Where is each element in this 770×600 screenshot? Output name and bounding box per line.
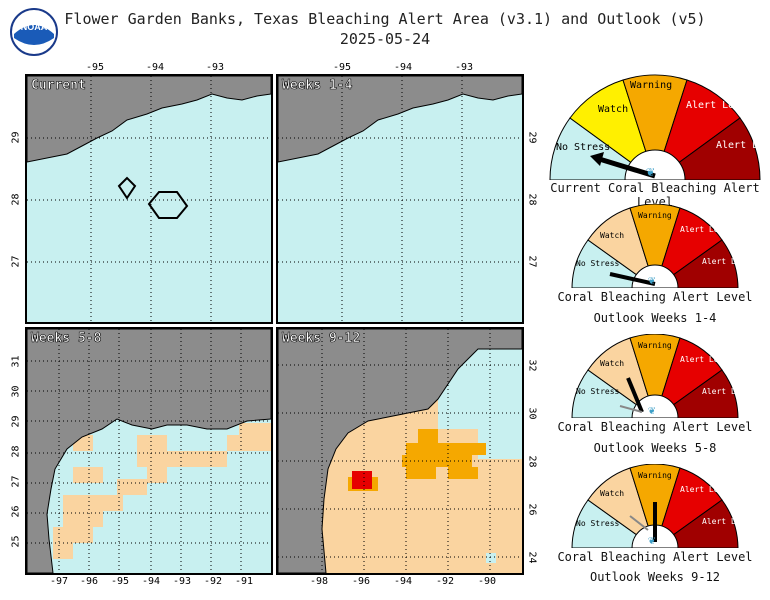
gauge-caption-sub: Outlook Weeks 9-12 [589, 570, 721, 584]
lat-tick: 26 [526, 503, 538, 516]
gauge-label: Watch [598, 104, 628, 115]
gauge-label: No Stress [576, 387, 620, 396]
lat-tick: 31 [10, 355, 22, 368]
lon-tick: -95 [333, 62, 352, 73]
lon-tick: -97 [50, 576, 69, 587]
lat-tick: 32 [526, 359, 538, 372]
gauge-label: No Stress [576, 259, 620, 268]
lat-tick: 29 [10, 415, 22, 428]
gauge-label: Warning [638, 341, 672, 350]
page-title: Flower Garden Banks, Texas Bleaching Ale… [64, 10, 706, 28]
lat-tick: 28 [10, 193, 22, 206]
lon-tick: -93 [455, 62, 474, 73]
gauge-label: Alert Level 1 [680, 225, 740, 234]
gauge-label: Alert Level 2 [702, 517, 740, 526]
gauge-caption-sub: Outlook Weeks 5-8 [593, 441, 717, 455]
gauge-label: Watch [600, 489, 624, 498]
gauge-label: Alert Level 1 [680, 485, 740, 494]
lat-tick: 29 [10, 131, 22, 144]
lat-tick: 29 [526, 131, 538, 144]
panel-label-w1-4: Weeks 1-4 [282, 78, 353, 94]
gauge-label: Alert Level 1 [680, 355, 740, 364]
lat-tick: 30 [10, 385, 22, 398]
lon-tick: -94 [146, 62, 165, 73]
gauge-weeks-5-8: No Stress Watch Warning Alert Level 1 Al… [570, 333, 765, 420]
gauge-caption-sub: Outlook Weeks 1-4 [593, 311, 717, 325]
lon-tick: -96 [80, 576, 99, 587]
lon-tick: -95 [111, 576, 130, 587]
gauge-label: No Stress [576, 519, 620, 528]
gauge-needle [626, 377, 644, 413]
lat-tick: 25 [10, 535, 22, 548]
gauge-caption: Coral Bleaching Alert Level [557, 290, 753, 304]
gauge-label: Alert Level 2 [716, 140, 764, 151]
map-weeks-5-8: Weeks 5-8 [25, 327, 273, 575]
lat-tick: 30 [526, 407, 538, 420]
lat-tick: 27 [526, 255, 538, 268]
lon-tick: -98 [310, 576, 329, 587]
coral-icon: ❦ [648, 403, 655, 417]
map-weeks-1-4: Weeks 1-4 [276, 74, 524, 324]
lat-tick: 27 [10, 255, 22, 268]
gauge-label: Alert Level 2 [702, 257, 740, 266]
gauge-caption: Coral Bleaching Alert Level [557, 420, 753, 434]
lat-tick: 24 [526, 551, 538, 564]
lon-tick: -92 [436, 576, 455, 587]
lon-tick: -94 [394, 62, 413, 73]
noaa-logo-text: NOAA [21, 22, 48, 32]
lon-tick: -93 [206, 62, 225, 73]
gauge-label: Warning [630, 80, 672, 91]
gauge-weeks-9-12: No Stress Watch Warning Alert Level 1 Al… [570, 463, 765, 550]
lon-tick: -90 [478, 576, 497, 587]
lon-tick: -94 [142, 576, 161, 587]
lon-tick: -91 [235, 576, 254, 587]
lat-tick: 26 [10, 505, 22, 518]
gauge-label: Alert Level 2 [702, 387, 740, 396]
coral-icon: ❦ [648, 533, 655, 547]
coral-icon: ❦ [648, 273, 655, 287]
lat-tick: 28 [10, 445, 22, 458]
page-date: 2025-05-24 [339, 30, 431, 48]
lat-tick: 27 [10, 475, 22, 488]
map-current: Current [25, 74, 273, 324]
gauge-needle [595, 155, 656, 179]
gauge-needle [609, 272, 656, 286]
gauge-label: Warning [638, 471, 672, 480]
gauge-label: Watch [600, 231, 624, 240]
lon-tick: -94 [394, 576, 413, 587]
gauge-label: No Stress [556, 142, 610, 153]
panel-label-current: Current [31, 78, 86, 94]
map-weeks-9-12: Weeks 9-12 [276, 327, 524, 575]
lon-tick: -95 [86, 62, 105, 73]
lon-tick: -93 [173, 576, 192, 587]
bank-outline-east [147, 191, 189, 219]
gauge-current: No Stress Watch Warning Alert Level 1 Al… [546, 72, 770, 182]
lon-tick: -96 [352, 576, 371, 587]
panel-label-w5-8: Weeks 5-8 [31, 331, 102, 347]
lat-tick: 28 [526, 193, 538, 206]
gauge-weeks-1-4: No Stress Watch Warning Alert Level 1 Al… [570, 203, 765, 290]
lon-tick: -92 [204, 576, 223, 587]
gauge-caption: Coral Bleaching Alert Level [557, 550, 753, 564]
gauge-label: Warning [638, 211, 672, 220]
panel-label-w9-12: Weeks 9-12 [282, 331, 361, 347]
gauge-label: Alert Level 1 [686, 100, 764, 111]
gauge-label: Watch [600, 359, 624, 368]
coral-icon: ❦ [646, 164, 654, 180]
bank-outline-west [117, 176, 137, 200]
lat-tick: 28 [526, 455, 538, 468]
noaa-logo: NOAA [10, 8, 58, 56]
